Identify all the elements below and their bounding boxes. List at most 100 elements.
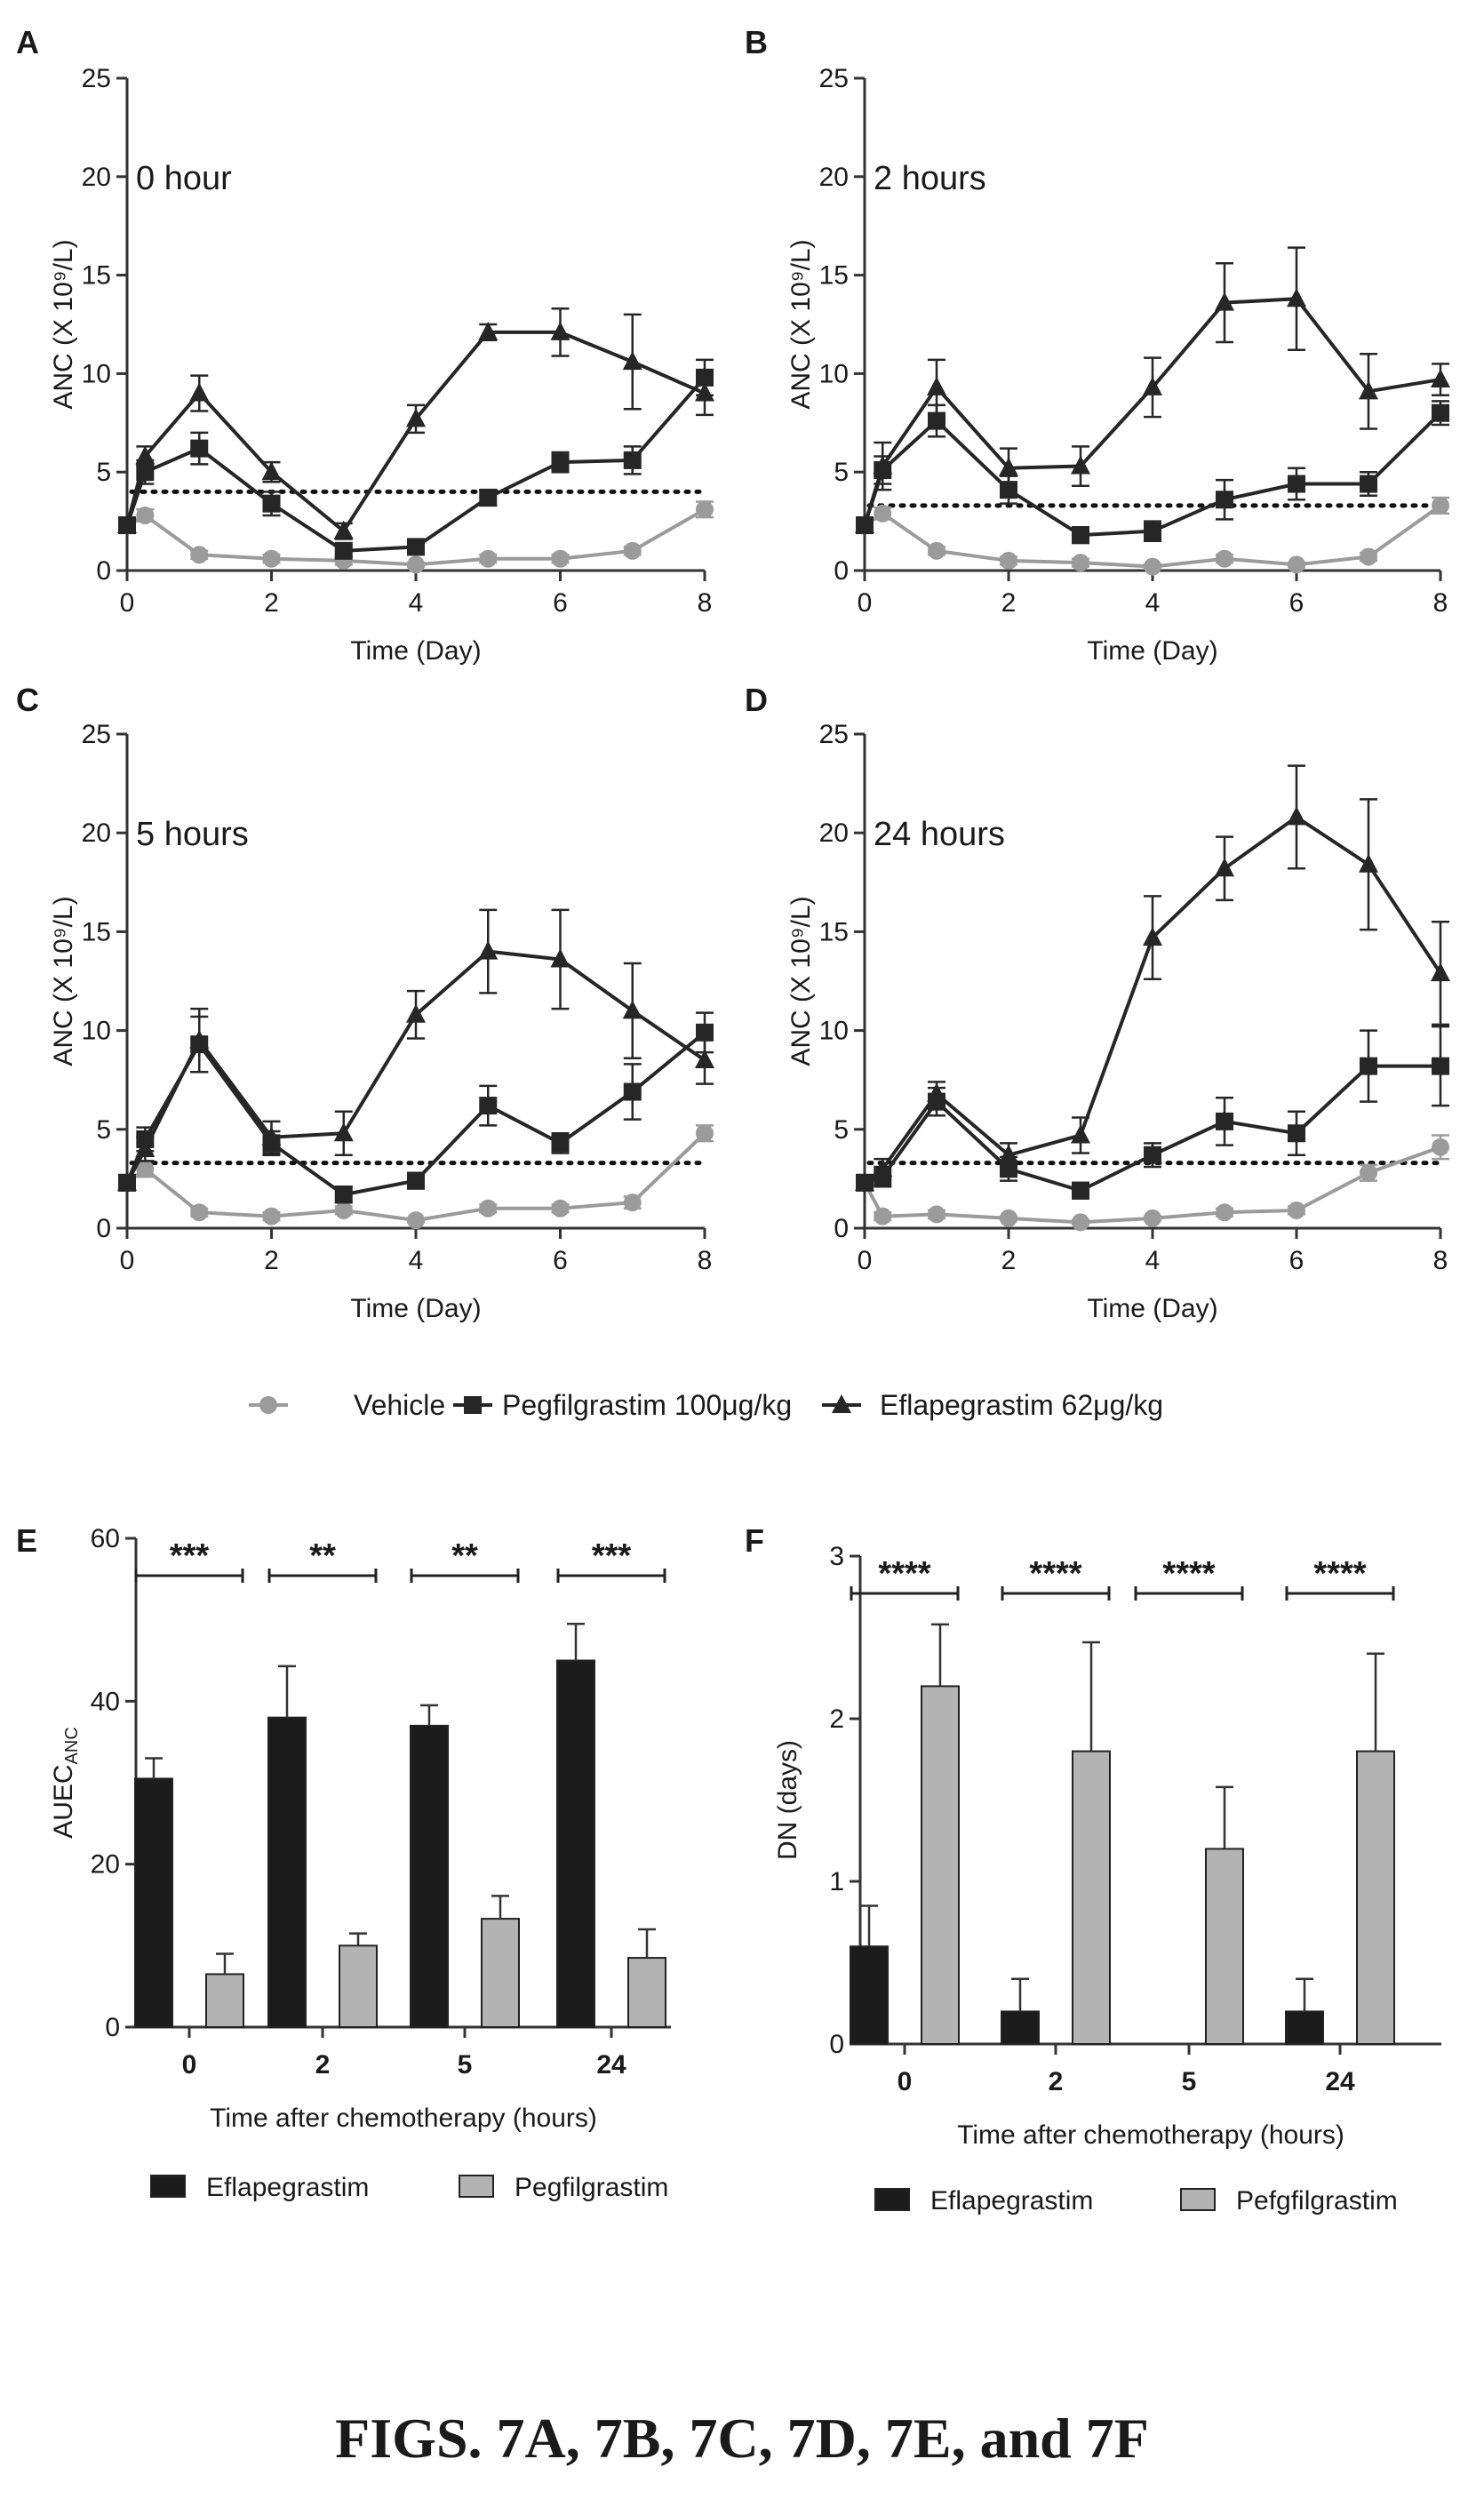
y-tick-label: 15 [82, 261, 111, 291]
data-point [1431, 369, 1450, 388]
y-tick-label: 15 [82, 917, 111, 946]
data-point [261, 461, 282, 481]
panel-annotation: 2 hours [874, 160, 986, 197]
y-tick-label: 20 [82, 818, 111, 848]
series-circle [118, 500, 714, 574]
x-tick-label: 0 [182, 2050, 197, 2080]
data-point [1432, 403, 1449, 422]
legend-swatch [459, 2175, 494, 2198]
data-point [551, 1199, 570, 1218]
data-point [928, 1205, 945, 1224]
y-axis-title: ANC (X 10⁹/L) [49, 896, 78, 1066]
data-point [478, 321, 499, 340]
x-tick-label: 6 [553, 588, 568, 618]
y-tick-label: 0 [96, 556, 111, 586]
series-triangle [117, 307, 714, 540]
legend-label: Eflapegrastim [930, 2186, 1093, 2216]
data-point [999, 457, 1018, 476]
x-tick-label: 0 [120, 588, 135, 618]
data-point [928, 541, 945, 560]
data-point [1432, 1138, 1449, 1156]
y-tick-label: 10 [819, 1017, 849, 1046]
x-tick-label: 4 [1145, 1246, 1161, 1275]
x-tick-label: 4 [409, 1246, 424, 1275]
series-line [125, 1131, 706, 1223]
y-tick-label: 5 [834, 1115, 849, 1145]
data-point [262, 1207, 281, 1226]
bar [481, 1918, 520, 2028]
series-triangle [855, 246, 1450, 534]
significance-label: **** [1313, 1555, 1366, 1593]
data-point [407, 555, 425, 574]
data-point [622, 1000, 642, 1019]
data-point [873, 1158, 893, 1178]
y-tick-label: 5 [96, 458, 111, 487]
significance-label: **** [878, 1555, 930, 1593]
chart-panel-b: B 0 5 10 15 20 25 0 2 4 6 8 Time (Day) ANC (X 10⁹/L) 2… [745, 24, 1450, 666]
y-tick-label: 20 [819, 163, 849, 192]
legend-swatch [150, 2175, 186, 2198]
data-point [1432, 496, 1449, 515]
bar [1205, 1848, 1244, 2045]
data-point [479, 1097, 498, 1115]
data-point [406, 1003, 426, 1023]
data-point [1072, 554, 1089, 572]
data-point [479, 489, 498, 507]
data-point [333, 1122, 354, 1142]
data-point [1287, 288, 1306, 307]
x-tick-label: 0 [898, 2067, 913, 2096]
data-point [1144, 1146, 1161, 1164]
panel-letter: D [745, 682, 768, 718]
data-point [874, 504, 892, 523]
y-tick-label: 25 [82, 64, 111, 93]
panel-letter: B [745, 24, 768, 60]
data-point [190, 439, 209, 458]
bar [556, 1659, 595, 2028]
panel-letter: F [745, 1522, 764, 1559]
x-tick-label: 0 [858, 1246, 873, 1275]
x-tick-label: 8 [698, 1246, 713, 1275]
data-point [1000, 1160, 1017, 1178]
x-tick-label: 8 [698, 588, 713, 618]
panel-letter: C [16, 682, 39, 718]
x-axis-title: Time (Day) [1087, 1294, 1217, 1323]
significance-label: **** [1029, 1555, 1081, 1593]
y-tick-label: 25 [819, 720, 849, 749]
series-triangle [855, 764, 1450, 1191]
x-tick-label: 4 [1145, 588, 1161, 618]
data-point [333, 520, 354, 539]
data-point [623, 1082, 642, 1101]
legend-marker [259, 1396, 277, 1414]
data-point [1360, 1163, 1377, 1182]
data-point [1216, 491, 1233, 509]
bar [1072, 1750, 1111, 2045]
data-point [1215, 291, 1234, 311]
series-line [125, 376, 706, 553]
data-point [1072, 1181, 1089, 1200]
series-line [863, 411, 1442, 538]
y-tick-label: 10 [82, 359, 111, 388]
data-point [1072, 526, 1089, 545]
data-point [1144, 522, 1161, 540]
y-tick-label: 0 [834, 556, 849, 586]
y-tick-label: 40 [91, 1687, 120, 1716]
chart-panel-a: A 0 5 10 15 20 25 0 2 4 6 8 Time (Day) ANC (X 10⁹/L) 0… [16, 24, 714, 666]
bar [205, 1973, 244, 2029]
data-point [873, 455, 893, 475]
bar [850, 1945, 889, 2045]
data-point [117, 1171, 137, 1191]
chart-panel-f: F 0 1 2 3 0 **** 2 **** 5 **** 24 **** Time after che… [745, 1522, 1441, 2150]
y-tick-label: 5 [96, 1115, 111, 1145]
y-tick-label: 10 [819, 359, 849, 388]
legend-label: Pefgfilgrastim [1236, 2186, 1398, 2216]
data-point [1072, 1213, 1089, 1232]
legend-label: Pegfilgrastim [515, 2173, 668, 2202]
data-point [696, 1124, 714, 1143]
data-point [551, 549, 570, 568]
significance-label: ** [309, 1537, 336, 1575]
data-point [136, 506, 155, 524]
data-point [189, 1029, 210, 1049]
y-tick-label: 10 [82, 1017, 111, 1046]
x-tick-label: 0 [858, 588, 873, 618]
